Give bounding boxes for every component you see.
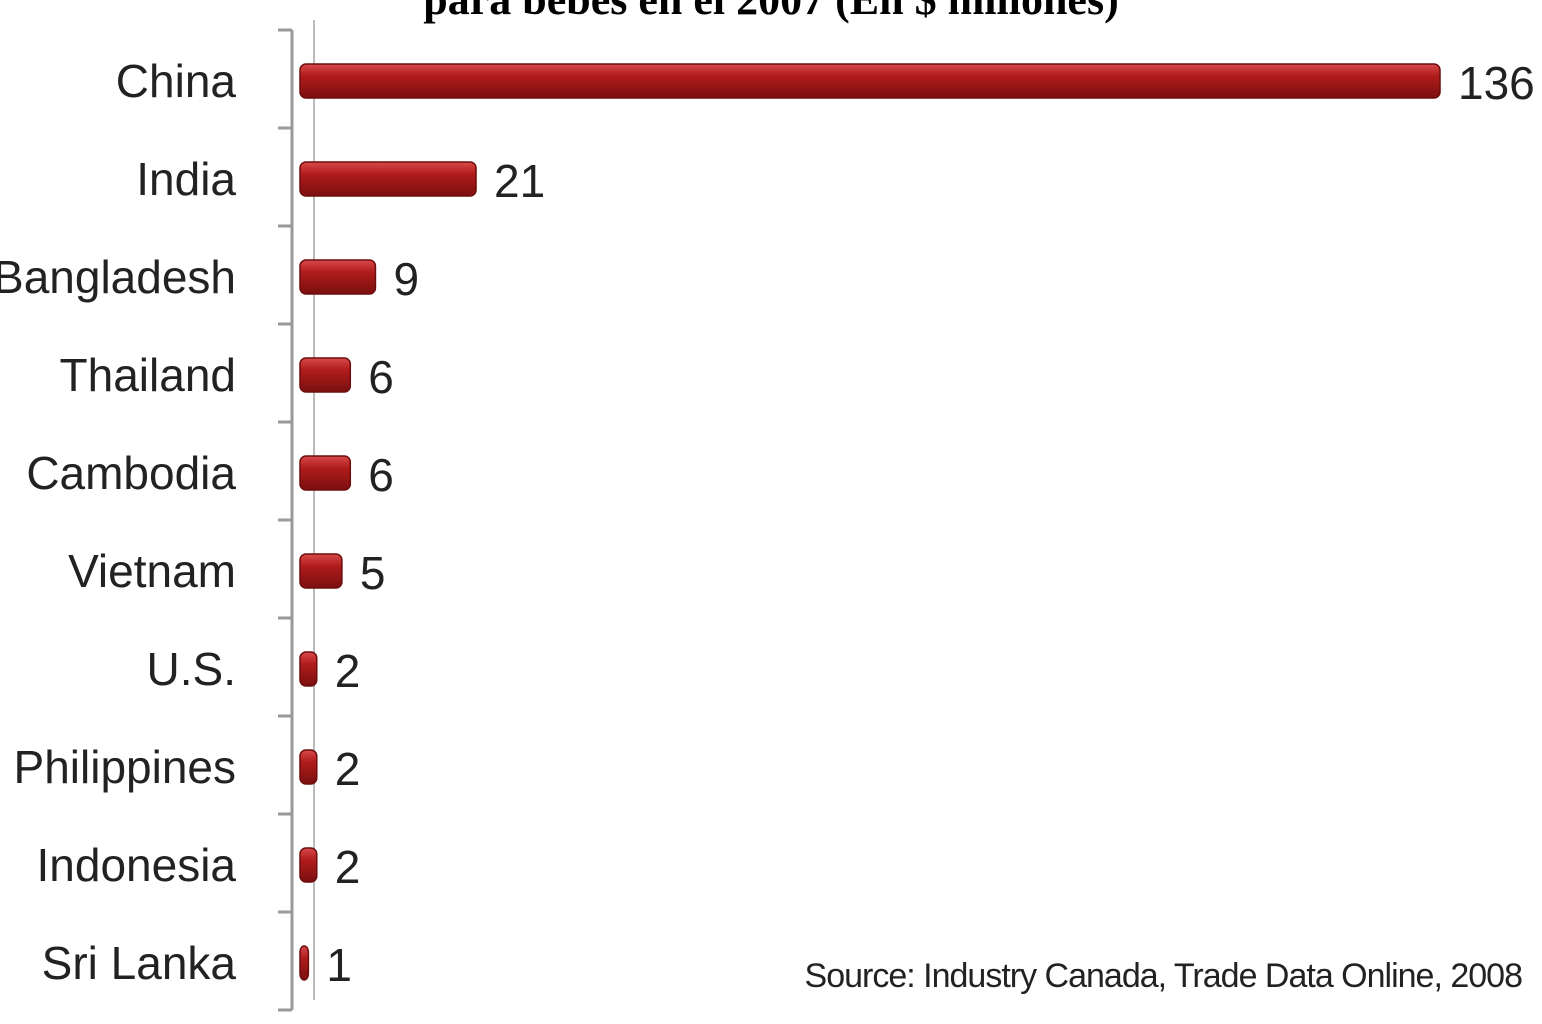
category-label: Philippines — [14, 741, 236, 793]
bar-india — [299, 161, 477, 197]
bar-philippines — [299, 749, 318, 785]
bar-thailand — [299, 357, 352, 393]
bar-u-s — [299, 651, 318, 687]
bar-sri-lanka — [299, 945, 310, 981]
bar-china — [299, 63, 1441, 99]
category-label: Thailand — [60, 349, 236, 401]
value-label: 1 — [326, 939, 352, 991]
category-label: China — [116, 55, 237, 107]
value-label: 2 — [335, 841, 361, 893]
value-label: 5 — [360, 547, 386, 599]
value-label: 9 — [393, 253, 419, 305]
value-label: 6 — [368, 449, 394, 501]
chart-title: para bebes en el 2007 (En $ millones) — [0, 0, 1542, 25]
bar-vietnam — [299, 553, 343, 589]
category-label: Sri Lanka — [42, 937, 237, 989]
bar-bangladesh — [299, 259, 377, 295]
value-label: 136 — [1458, 57, 1535, 109]
category-label: India — [136, 153, 236, 205]
value-label: 2 — [335, 645, 361, 697]
source-note: Source: Industry Canada, Trade Data Onli… — [804, 957, 1523, 995]
category-label: U.S. — [147, 643, 236, 695]
value-label: 6 — [368, 351, 394, 403]
bar-indonesia — [299, 847, 318, 883]
category-label: Cambodia — [26, 447, 236, 499]
category-label: Indonesia — [37, 839, 237, 891]
category-label: Bangladesh — [0, 251, 236, 303]
bars — [299, 63, 1441, 981]
category-label: Vietnam — [68, 545, 236, 597]
value-label: 2 — [335, 743, 361, 795]
bar-cambodia — [299, 455, 352, 491]
value-label: 21 — [494, 155, 545, 207]
